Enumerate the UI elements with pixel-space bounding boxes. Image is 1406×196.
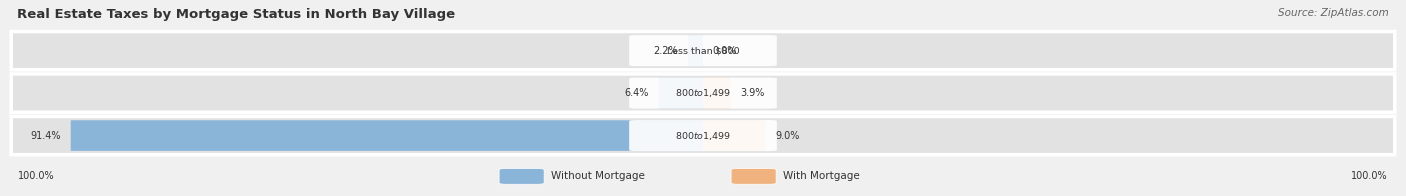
Text: 100.0%: 100.0% xyxy=(1351,171,1388,181)
FancyBboxPatch shape xyxy=(11,116,1395,155)
Text: Without Mortgage: Without Mortgage xyxy=(551,171,645,181)
FancyBboxPatch shape xyxy=(703,120,765,151)
FancyBboxPatch shape xyxy=(499,169,544,184)
FancyBboxPatch shape xyxy=(659,78,703,108)
Text: $800 to $1,499: $800 to $1,499 xyxy=(675,130,731,142)
Text: 100.0%: 100.0% xyxy=(18,171,55,181)
FancyBboxPatch shape xyxy=(688,35,703,66)
Text: 91.4%: 91.4% xyxy=(31,131,60,141)
FancyBboxPatch shape xyxy=(630,78,776,109)
FancyBboxPatch shape xyxy=(11,32,1395,70)
Text: Less than $800: Less than $800 xyxy=(666,46,740,55)
Text: 9.0%: 9.0% xyxy=(775,131,800,141)
Text: 2.2%: 2.2% xyxy=(654,46,678,56)
FancyBboxPatch shape xyxy=(70,120,703,151)
Text: 0.0%: 0.0% xyxy=(713,46,737,56)
FancyBboxPatch shape xyxy=(703,78,730,108)
FancyBboxPatch shape xyxy=(11,74,1395,112)
Text: Source: ZipAtlas.com: Source: ZipAtlas.com xyxy=(1278,8,1389,18)
Text: $800 to $1,499: $800 to $1,499 xyxy=(675,87,731,99)
FancyBboxPatch shape xyxy=(630,120,776,151)
Text: 6.4%: 6.4% xyxy=(624,88,650,98)
Text: Real Estate Taxes by Mortgage Status in North Bay Village: Real Estate Taxes by Mortgage Status in … xyxy=(17,8,456,21)
Text: 3.9%: 3.9% xyxy=(740,88,765,98)
FancyBboxPatch shape xyxy=(630,35,776,66)
Text: With Mortgage: With Mortgage xyxy=(783,171,860,181)
FancyBboxPatch shape xyxy=(731,169,776,184)
